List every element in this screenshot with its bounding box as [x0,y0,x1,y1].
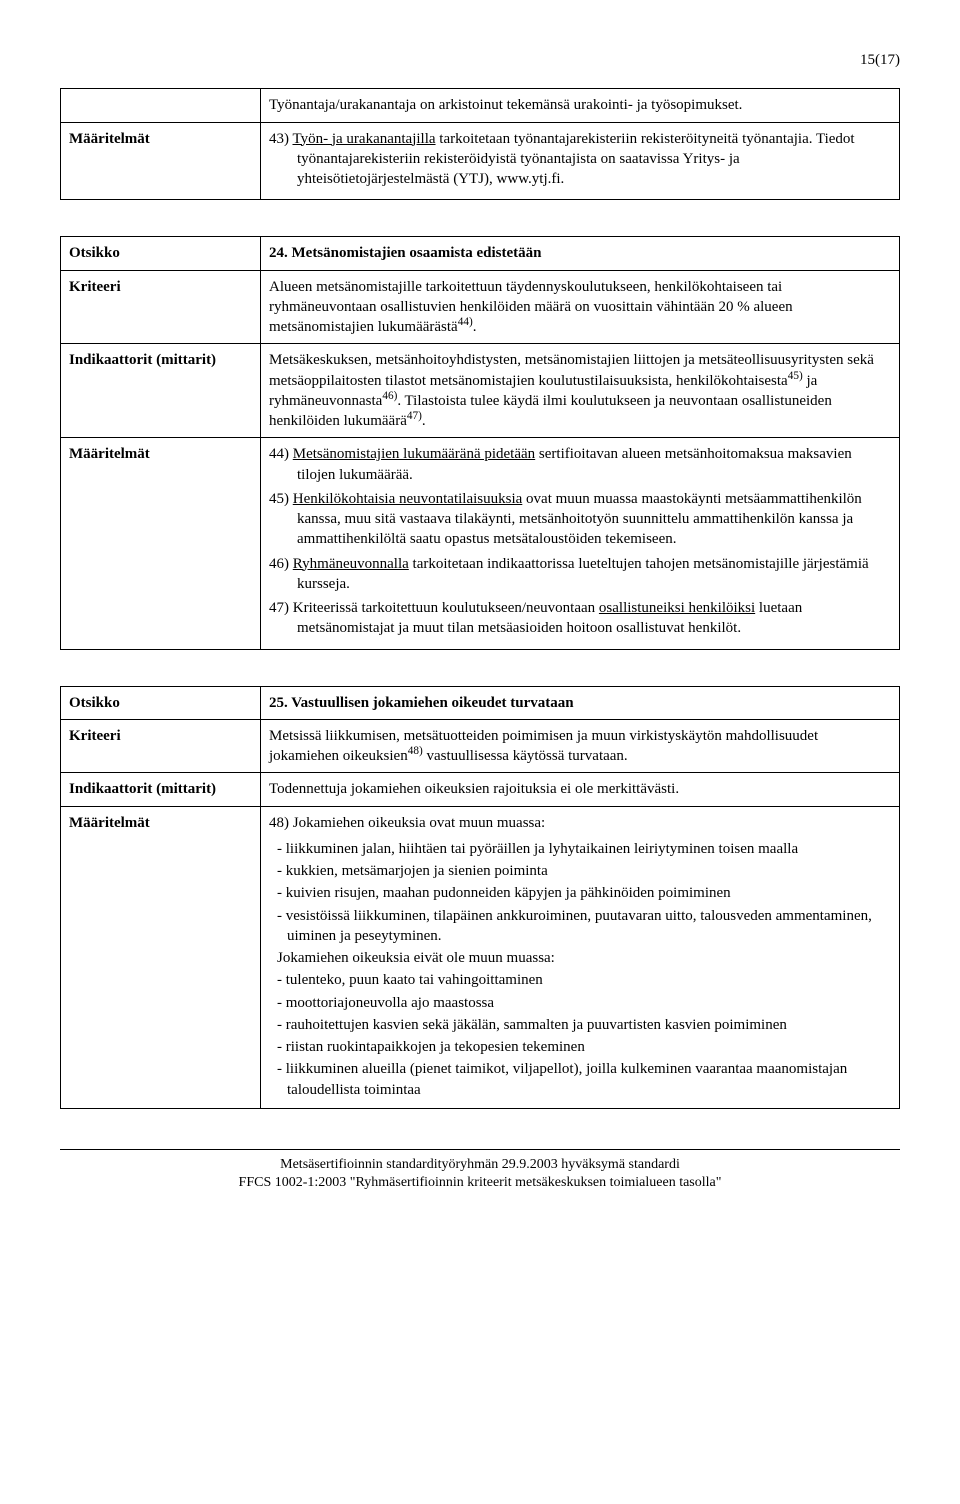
box2-def47-num: 47) [269,600,293,616]
box2-def46-num: 46) [269,556,293,572]
list-item: - tulenteko, puun kaato tai vahingoittam… [269,970,891,990]
box2-kriteeri-text1: Alueen metsänomistajille tarkoitettuun t… [269,279,793,336]
box1-def43-underline: Työn- ja urakanantajilla [292,131,435,147]
list-item: - liikkuminen alueilla (pienet taimikot,… [269,1059,891,1100]
list-item: - vesistöissä liikkuminen, tilapäinen an… [269,906,891,947]
box3-maar-content: 48) Jokamiehen oikeuksia ovat muun muass… [261,806,900,1108]
footer: Metsäsertifioinnin standardityöryhmän 29… [60,1156,900,1192]
box3-def48-num: 48) [269,815,293,831]
box3-kriteeri-sup: 48) [408,745,423,757]
footer-divider [60,1149,900,1150]
box3-def48-text: Jokamiehen oikeuksia ovat muun muassa: [293,815,545,831]
box2-otsikko-value: 24. Metsänomistajien osaamista edistetää… [261,237,900,270]
list-item: - moottoriajoneuvolla ajo maastossa [269,993,891,1013]
box3-kriteeri-content: Metsissä liikkumisen, metsätuotteiden po… [261,719,900,773]
box2-indik-label: Indikaattorit (mittarit) [61,344,261,438]
box3-mid-text: Jokamiehen oikeuksia eivät ole muun muas… [269,948,891,968]
box2-indik-sup3: 47) [407,410,422,422]
box1-row2-content: 43) Työn- ja urakanantajilla tarkoitetaa… [261,122,900,200]
box1-def43-num: 43) [269,131,292,147]
box3-otsikko-label: Otsikko [61,686,261,719]
box3-otsikko-value: 25. Vastuullisen jokamiehen oikeudet tur… [261,686,900,719]
box2-kriteeri-label: Kriteeri [61,270,261,344]
box2-maar-label: Määritelmät [61,438,261,649]
box-3: Otsikko 25. Vastuullisen jokamiehen oike… [60,686,900,1109]
box3-maar-label: Määritelmät [61,806,261,1108]
box2-indik-text1: Metsäkeskuksen, metsänhoitoyhdistysten, … [269,352,874,388]
box3-kriteeri-label: Kriteeri [61,719,261,773]
box2-indik-sup2: 46) [382,390,397,402]
list-item: - riistan ruokintapaikkojen ja tekopesie… [269,1037,891,1057]
box2-def47-u: osallistuneiksi henkilöiksi [599,600,755,616]
box2-def47-text1: Kriteerissä tarkoitettuun koulutukseen/n… [293,600,599,616]
box2-indik-content: Metsäkeskuksen, metsänhoitoyhdistysten, … [261,344,900,438]
footer-line1: Metsäsertifioinnin standardityöryhmän 29… [60,1156,900,1174]
box3-indik-label: Indikaattorit (mittarit) [61,773,261,806]
box2-def46-u: Ryhmäneuvonnalla [293,556,409,572]
box2-maar-content: 44) Metsänomistajien lukumääränä pidetää… [261,438,900,649]
page-number: 15(17) [60,50,900,70]
box2-indik-sup1: 45) [788,370,803,382]
box2-indik-text4: . [422,413,426,429]
box3-indik-content: Todennettuja jokamiehen oikeuksien rajoi… [261,773,900,806]
box2-kriteeri-sup: 44) [458,316,473,328]
box2-otsikko-label: Otsikko [61,237,261,270]
box2-def44-num: 44) [269,446,293,462]
box1-row1-label [61,89,261,122]
box1-row2-label: Määritelmät [61,122,261,200]
box2-kriteeri-content: Alueen metsänomistajille tarkoitettuun t… [261,270,900,344]
list-item: - kukkien, metsämarjojen ja sienien poim… [269,861,891,881]
box2-def45-u: Henkilökohtaisia neuvontatilaisuuksia [293,491,523,507]
box2-def44-u: Metsänomistajien lukumääränä pidetään [293,446,535,462]
list-item: - liikkuminen jalan, hiihtäen tai pyöräi… [269,839,891,859]
box-1: Työnantaja/urakanantaja on arkistoinut t… [60,88,900,200]
box2-kriteeri-end: . [473,319,477,335]
list-item: - kuivien risujen, maahan pudonneiden kä… [269,883,891,903]
box-2: Otsikko 24. Metsänomistajien osaamista e… [60,236,900,649]
box1-row1-content: Työnantaja/urakanantaja on arkistoinut t… [261,89,900,122]
box2-def45-num: 45) [269,491,293,507]
footer-line2: FFCS 1002-1:2003 "Ryhmäsertifioinnin kri… [60,1174,900,1192]
list-item: - rauhoitettujen kasvien sekä jäkälän, s… [269,1015,891,1035]
box3-kriteeri-text2: vastuullisessa käytössä turvataan. [423,748,628,764]
